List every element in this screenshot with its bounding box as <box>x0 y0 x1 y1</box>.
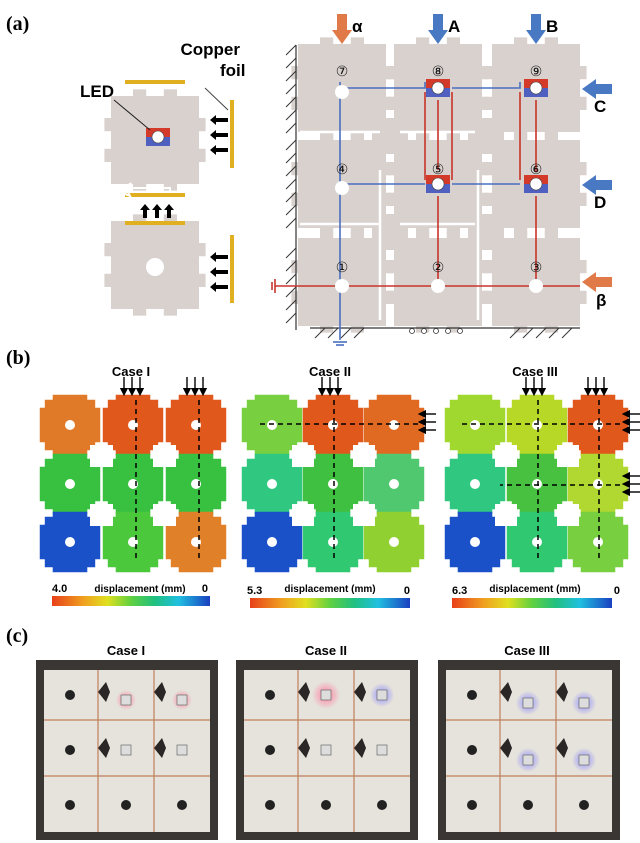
arrow-D-icon <box>582 175 612 195</box>
node-7: ⑦ <box>336 64 349 80</box>
led-icon <box>145 127 171 147</box>
arrow-alpha-icon <box>332 14 352 44</box>
node-5: ⑤ <box>432 162 445 178</box>
panel-label-c: (c) <box>6 625 28 647</box>
input-B-label: B <box>546 17 558 36</box>
panel-label-a: (a) <box>6 13 29 35</box>
input-C-label: C <box>594 97 606 116</box>
photo-case-2-title: Case II <box>305 643 347 658</box>
fea-case-1-min: 0 <box>202 583 208 595</box>
fea-case-2-min: 0 <box>404 585 410 597</box>
fea-case-1-title: Case I <box>112 364 150 379</box>
fea-case-3-cblabel: displacement (mm) <box>489 584 580 595</box>
fea-case-1: Case I 4.0 displacement (mm) 0 <box>39 364 227 606</box>
photo-case-3 <box>438 660 620 840</box>
fea-case-3-colorbar <box>452 598 612 608</box>
fea-case-2-max: 5.3 <box>247 585 262 597</box>
fea-case-2-title: Case II <box>309 364 351 379</box>
node-6: ⑥ <box>530 162 543 178</box>
node-1: ① <box>336 260 349 276</box>
photo-case-3-title: Case III <box>504 643 550 658</box>
panel-label-b: (b) <box>6 347 30 369</box>
fea-case-1-colorbar <box>52 596 210 606</box>
copper-foil-right <box>230 100 234 168</box>
photo-case-2 <box>236 660 418 840</box>
input-A-label: A <box>448 17 460 36</box>
arrow-beta-icon <box>582 272 612 292</box>
node-8: ⑧ <box>432 64 445 80</box>
fea-case-2-colorbar <box>250 598 410 608</box>
photo-case-1-title: Case I <box>107 643 145 658</box>
fea-case-3-max: 6.3 <box>452 585 467 597</box>
input-D-label: D <box>594 193 606 212</box>
fea-case-1-max: 4.0 <box>52 583 67 595</box>
node-4: ④ <box>336 162 349 178</box>
fea-case-3: Case III 6.3 displacement (mm) 0 <box>444 364 640 608</box>
arrow-C-icon <box>582 79 612 99</box>
node-9: ⑨ <box>530 64 543 80</box>
arrow-B-icon <box>526 14 546 44</box>
input-alpha-label: α <box>352 17 363 36</box>
node-2: ② <box>432 260 445 276</box>
node-3: ③ <box>530 260 543 276</box>
copper-label-2: foil <box>220 61 246 80</box>
fea-case-1-cblabel: displacement (mm) <box>94 584 185 595</box>
grid-schematic: ⑦ ⑧ ⑨ ④ ⑤ ⑥ ① ② ③ α A B C D β <box>271 14 612 346</box>
copper-label-1: Copper <box>181 40 241 59</box>
input-beta-label: β <box>596 291 606 310</box>
photo-case-1 <box>36 660 218 840</box>
led-label: LED <box>80 82 114 101</box>
arrow-A-icon <box>428 14 448 44</box>
left-schematic: Copper foil LED <box>80 40 246 316</box>
fea-case-3-title: Case III <box>512 364 558 379</box>
copper-foil-top <box>125 80 185 84</box>
fea-case-2-cblabel: displacement (mm) <box>284 584 375 595</box>
fea-case-3-min: 0 <box>614 585 620 597</box>
fea-case-2: Case II 5.3 displacement (mm) 0 <box>241 364 436 608</box>
